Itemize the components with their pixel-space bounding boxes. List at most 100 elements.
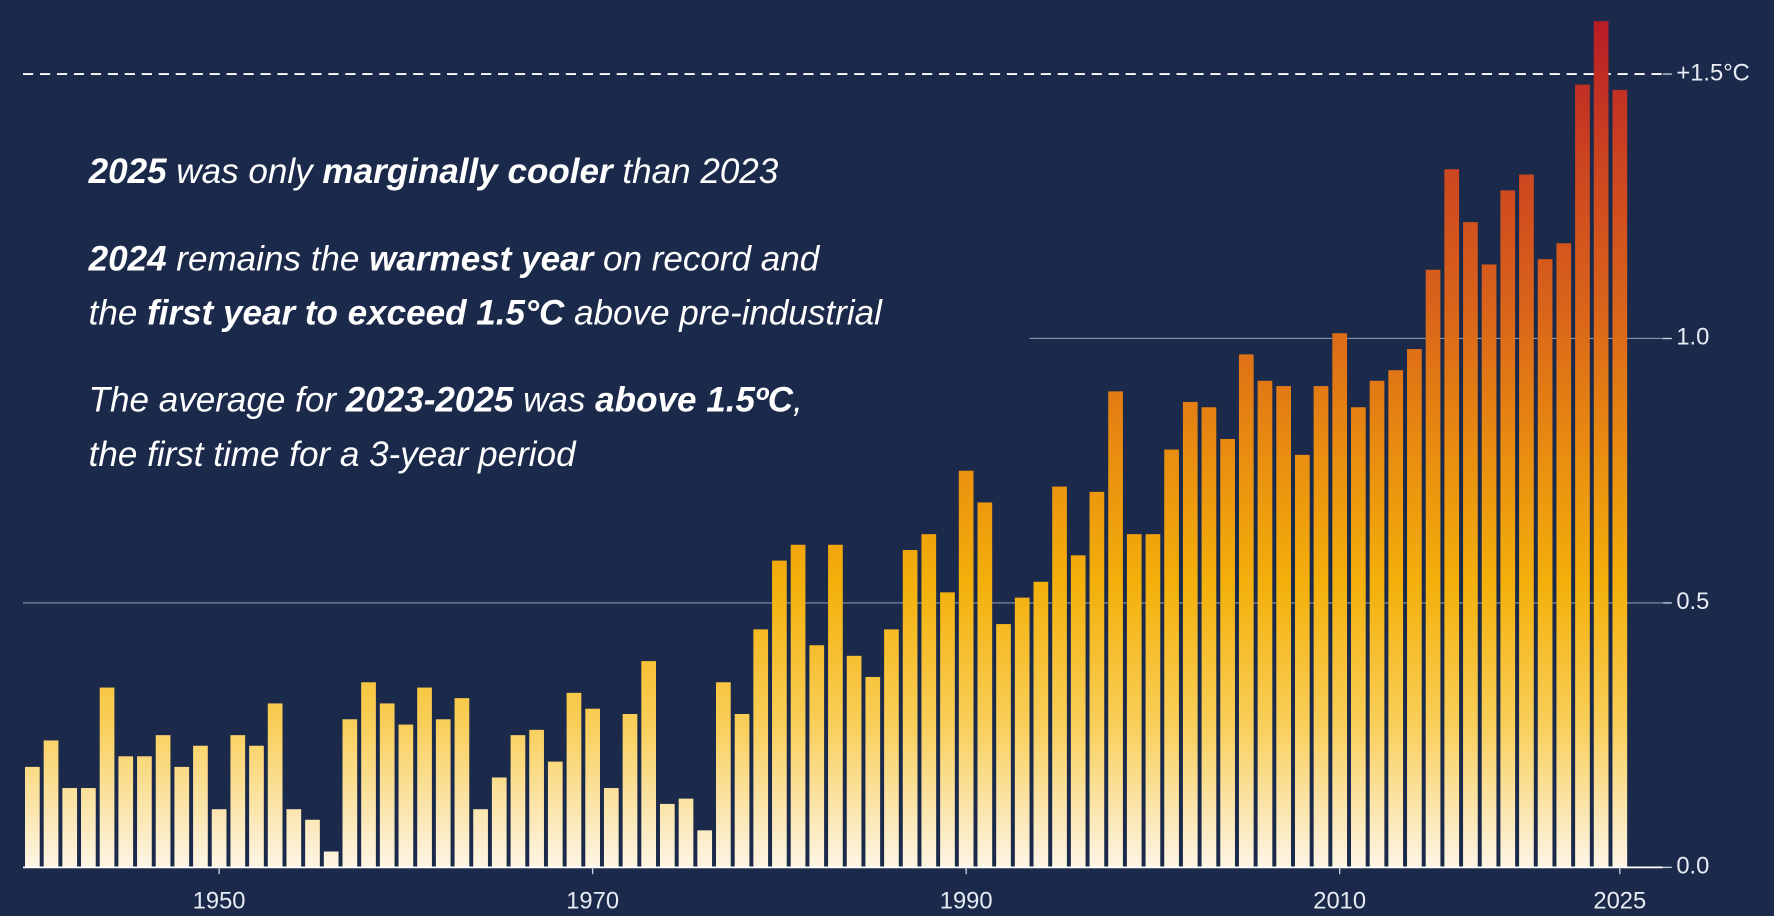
annotation: The average for 2023-2025 was above 1.5º… (89, 381, 803, 420)
annotation-run: 2024 (88, 239, 167, 278)
bar (1220, 438, 1235, 868)
x-tick-label: 1990 (940, 889, 993, 915)
bar (1145, 534, 1161, 868)
bar (1164, 449, 1179, 868)
annotation-run: on record and (593, 239, 821, 278)
bar (1089, 491, 1105, 868)
y-tick-label: 0.0 (1676, 854, 1709, 880)
bar (734, 713, 750, 868)
bar (1481, 264, 1497, 868)
x-tick-label: 2025 (1593, 889, 1646, 915)
bar (846, 655, 862, 868)
y-tick-label: 1.0 (1676, 325, 1709, 351)
bar (603, 788, 619, 868)
y-tick-label: +1.5°C (1676, 60, 1749, 86)
bar (940, 592, 955, 868)
bar (697, 830, 713, 868)
bar (1257, 380, 1273, 868)
bar (267, 703, 283, 868)
bar (342, 719, 358, 868)
bar (1238, 354, 1254, 868)
bar (155, 735, 171, 868)
bar (230, 735, 246, 868)
bar (81, 788, 96, 868)
annotation-run: 2023-2025 (345, 381, 514, 420)
bar (193, 745, 208, 868)
annotation-run: the first time for a 3-year period (89, 435, 577, 474)
bar (1033, 581, 1049, 868)
bar (454, 698, 470, 868)
bar (417, 687, 432, 868)
annotation-run: was (513, 381, 595, 420)
bar (510, 735, 526, 868)
bar (211, 809, 227, 868)
x-tick-label: 2010 (1313, 889, 1366, 915)
bar (996, 624, 1011, 868)
annotation-run: above 1.5ºC (595, 381, 794, 420)
bar (435, 719, 451, 868)
annotation-run: marginally cooler (322, 152, 615, 191)
bar (622, 713, 638, 868)
bar (398, 724, 414, 868)
bar (547, 761, 563, 868)
y-tick-label: 0.5 (1676, 589, 1709, 615)
annotation-run: 2025 (88, 152, 167, 191)
bar (585, 708, 600, 868)
bar (1276, 386, 1292, 868)
bar (1407, 349, 1422, 868)
bar (305, 819, 320, 868)
bar (566, 692, 582, 868)
bar (62, 788, 78, 868)
annotation: 2025 was only marginally cooler than 202… (88, 152, 779, 191)
bar (921, 534, 937, 868)
bar (1463, 222, 1478, 868)
bar (249, 745, 264, 868)
bar (828, 544, 843, 868)
bar (641, 661, 657, 868)
annotation-run: warmest year (369, 239, 595, 278)
bar (286, 809, 302, 868)
annotation-run: remains the (167, 239, 370, 278)
bar (884, 629, 899, 868)
bar (753, 629, 769, 868)
bar (323, 851, 339, 868)
bar (25, 766, 40, 868)
bar (1052, 486, 1067, 868)
bar (1201, 407, 1217, 868)
bar (809, 645, 825, 868)
bar (1351, 407, 1366, 868)
bar (1332, 333, 1348, 868)
bar (174, 766, 190, 868)
bar (772, 560, 787, 868)
bar (1537, 259, 1553, 868)
annotation-run: , (793, 381, 803, 420)
bar (1182, 401, 1198, 868)
bar (865, 676, 881, 868)
bar (99, 687, 115, 868)
annotation-run: first year to exceed 1.5°C (147, 294, 565, 333)
bar (529, 729, 544, 868)
bar (361, 682, 376, 868)
bar (1575, 84, 1590, 868)
bar (137, 756, 152, 868)
annotation-run: The average for (89, 381, 346, 420)
annotation-run: above pre-industrial (564, 294, 883, 333)
bar (958, 470, 974, 868)
bar (902, 550, 918, 868)
bar (977, 502, 993, 868)
bar (1500, 190, 1516, 868)
x-tick-label: 1950 (193, 889, 246, 915)
bar (43, 740, 59, 868)
x-tick-label: 1970 (566, 889, 619, 915)
bar (790, 544, 806, 868)
bar (1108, 391, 1123, 868)
bar (1014, 597, 1030, 868)
annotation: 2024 remains the warmest year on record … (88, 239, 821, 278)
bar (1388, 370, 1404, 868)
bar (1070, 555, 1086, 868)
bar (1519, 174, 1534, 868)
bar (1313, 386, 1329, 868)
annotation: the first time for a 3-year period (89, 435, 577, 474)
